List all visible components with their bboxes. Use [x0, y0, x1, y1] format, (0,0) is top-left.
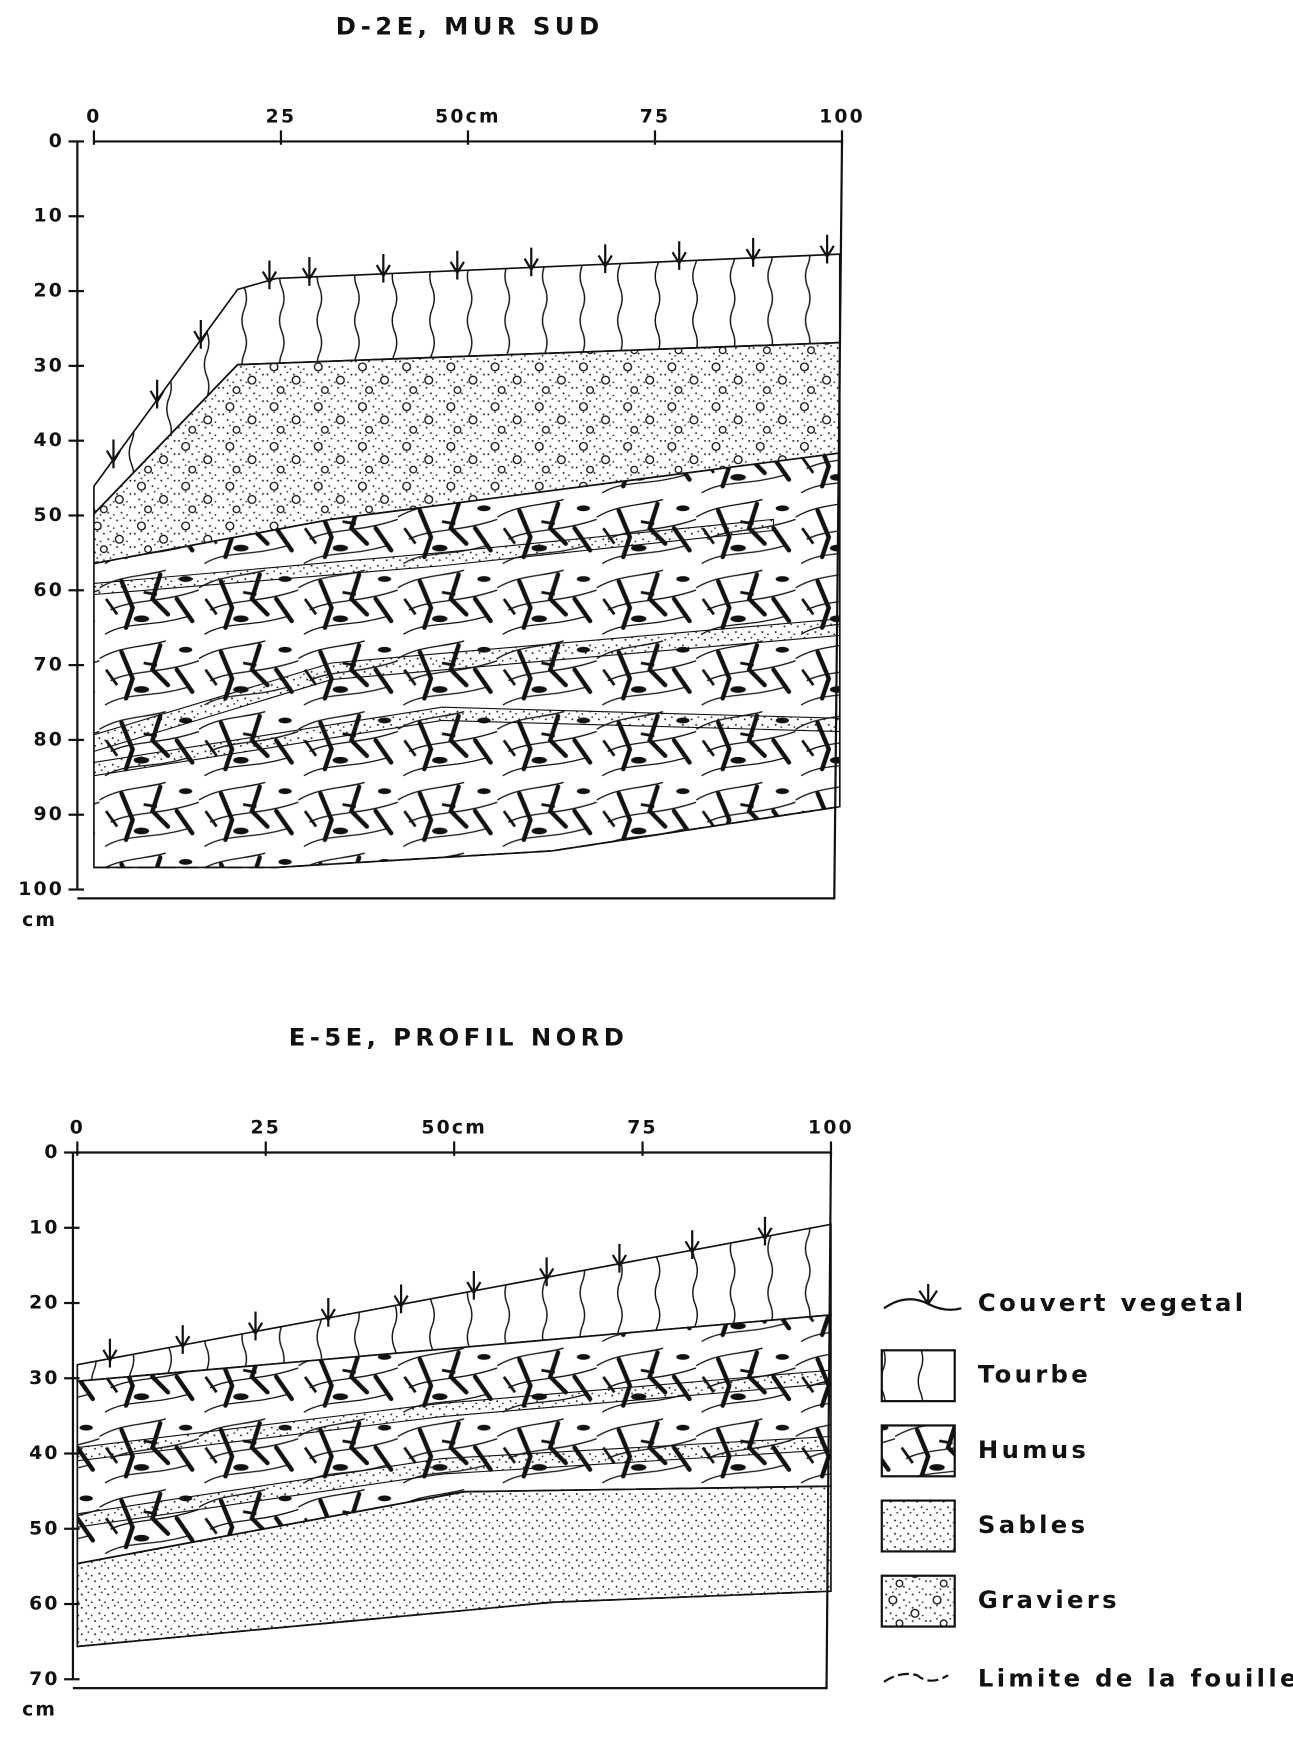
sand-lens: [76, 1369, 832, 1462]
excavation-limit: [77, 1590, 831, 1648]
x-tick-label: 75: [640, 107, 671, 128]
y-tick-label: 40: [34, 430, 65, 451]
vegetation-marker: [105, 439, 122, 469]
y-tick-label: 10: [29, 1217, 60, 1238]
legend-label: Couvert vegetal: [978, 1288, 1246, 1317]
legend-gravel-swatch: [880, 1574, 956, 1628]
y-tick-label: 60: [34, 580, 65, 601]
y-tick-label: 60: [29, 1594, 60, 1615]
y-tick-label: 50: [29, 1518, 60, 1539]
legend-label: Tourbe: [978, 1360, 1091, 1389]
vegetation-marker: [193, 319, 209, 349]
y-tick-label: 10: [34, 206, 65, 227]
vegetation-marker: [247, 1311, 264, 1341]
y-tick-label: 40: [29, 1443, 60, 1464]
y-tick-label: 70: [34, 655, 65, 676]
vegetation-marker: [671, 241, 687, 270]
y-tick-label: 50: [34, 505, 65, 526]
legend-sand-swatch: [880, 1499, 956, 1553]
vegetation-marker: [320, 1298, 336, 1327]
sand-lens: [93, 706, 841, 777]
y-tick-label: 90: [34, 804, 65, 825]
y-tick-label: 70: [29, 1669, 60, 1690]
sand-lens: [76, 1435, 832, 1528]
vegetation-marker: [301, 257, 317, 286]
vegetation-marker: [175, 1325, 191, 1354]
vegetation-marker: [149, 379, 165, 409]
legend-humus-swatch: [880, 1424, 956, 1478]
sand-lens: [93, 618, 841, 753]
legend-label: Graviers: [978, 1585, 1120, 1614]
vegetation-marker: [449, 250, 465, 280]
vegetation-marker: [466, 1270, 482, 1300]
sand-lens: [93, 518, 775, 596]
legend-label: Humus: [978, 1435, 1089, 1464]
x-tick-label: 50cm: [435, 107, 501, 128]
y-tick-label: 0: [49, 131, 64, 152]
x-tick-label: 25: [250, 1118, 281, 1139]
y-tick-label: 80: [34, 729, 65, 750]
y-tick-label: 20: [29, 1293, 60, 1314]
excavation-limit: [93, 805, 840, 869]
y-unit-label: cm: [22, 1700, 57, 1721]
vegetation-marker: [684, 1230, 700, 1260]
vegetation-marker: [102, 1338, 118, 1368]
y-tick-label: 100: [18, 879, 64, 900]
vegetation-marker: [375, 253, 391, 283]
profile-title: E-5E, PROFIL NORD: [289, 1023, 629, 1052]
x-tick-label: 100: [808, 1118, 854, 1139]
profile-title: D-2E, MUR SUD: [336, 12, 604, 41]
y-tick-label: 20: [34, 281, 65, 302]
legend-peat-swatch: [880, 1349, 956, 1403]
x-tick-label: 25: [266, 107, 297, 128]
vegetation-marker: [539, 1257, 555, 1287]
y-unit-label: cm: [22, 910, 57, 931]
legend-label: Sables: [978, 1510, 1088, 1539]
x-tick-label: 0: [70, 1118, 85, 1139]
vegetation-marker: [611, 1243, 628, 1273]
vegetation-marker: [757, 1216, 773, 1246]
x-tick-label: 50cm: [421, 1118, 487, 1139]
legend-vegetation-symbol: [883, 1284, 962, 1311]
vegetation-marker: [393, 1284, 409, 1314]
x-tick-label: 100: [819, 107, 865, 128]
vegetation-marker: [819, 234, 835, 264]
x-tick-label: 0: [86, 107, 101, 128]
vegetation-marker: [523, 247, 539, 277]
vegetation-marker: [597, 244, 613, 274]
y-tick-label: 30: [34, 355, 65, 376]
legend-label: Limite de la fouille: [978, 1664, 1293, 1693]
x-tick-label: 75: [627, 1118, 658, 1139]
vegetation-marker: [261, 260, 278, 290]
y-tick-label: 30: [29, 1368, 60, 1389]
legend-limit-symbol: [883, 1672, 949, 1683]
y-tick-label: 0: [44, 1142, 59, 1163]
vegetation-marker: [745, 237, 761, 267]
